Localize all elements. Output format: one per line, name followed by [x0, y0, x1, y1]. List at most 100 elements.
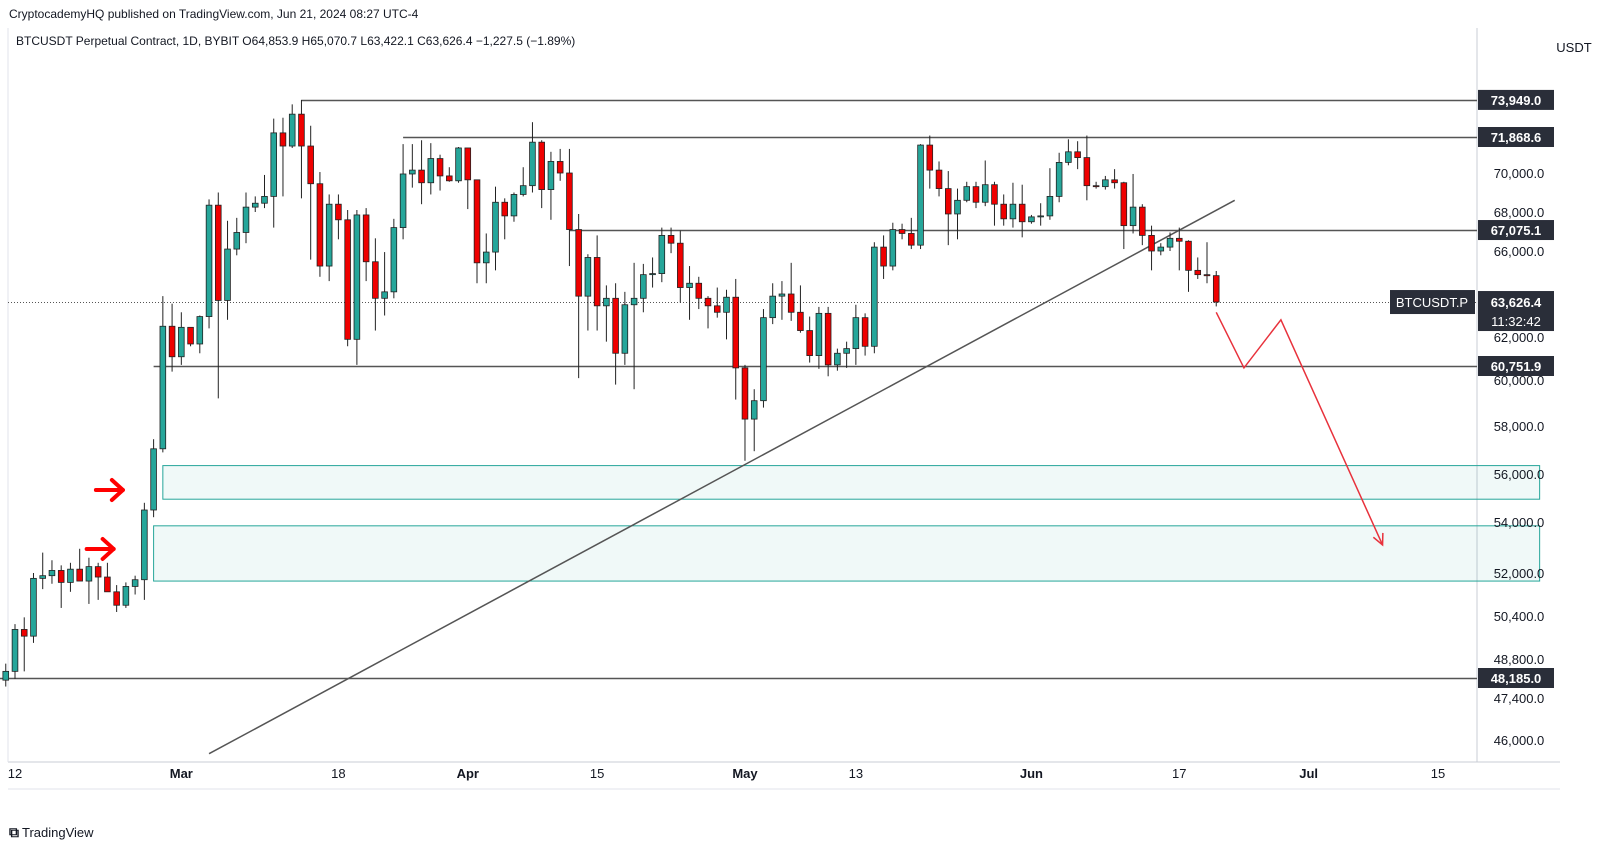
candle-2024-05-07	[797, 285, 804, 333]
y-tick-label: 52,000.0	[1494, 566, 1545, 581]
candle-2024-02-26	[141, 502, 148, 600]
candle-body	[677, 242, 684, 288]
candle-body	[178, 326, 185, 358]
candle-2024-03-11	[270, 118, 277, 228]
x-tick-label: Apr	[457, 766, 479, 781]
candle-2024-04-13	[575, 213, 582, 379]
candle-body	[298, 113, 305, 147]
candle-body	[658, 234, 666, 274]
candle-body	[344, 219, 351, 340]
level-badge-label: 60,751.9	[1491, 359, 1542, 374]
candle-body	[1046, 195, 1054, 217]
chart-frame	[7, 28, 1560, 790]
candle-body	[122, 586, 130, 606]
y-tick-label: 50,400.0	[1494, 609, 1545, 624]
candle-body	[150, 448, 157, 511]
candle-body	[335, 203, 342, 221]
projection-path	[1215, 311, 1384, 546]
candle-body	[538, 141, 545, 190]
y-tick-label: 58,000.0	[1494, 419, 1545, 434]
candle-2024-03-21	[362, 208, 370, 282]
horizontal-levels	[0, 99, 1477, 680]
candle-2024-02-23	[113, 585, 120, 612]
candle-2024-06-08	[1092, 181, 1100, 189]
candle-2024-06-16	[1166, 232, 1174, 251]
candle-body	[141, 509, 148, 581]
candle-body	[704, 297, 712, 307]
candle-2024-04-28	[713, 287, 721, 318]
candle-2024-02-21	[94, 562, 102, 600]
candle-body	[94, 566, 102, 578]
candle-body	[48, 570, 56, 577]
red-arrow-head	[109, 478, 125, 502]
candle-2024-04-14	[584, 254, 592, 331]
candle-body	[732, 296, 740, 369]
level-badge-label: 48,185.0	[1491, 671, 1542, 686]
candle-body	[815, 312, 823, 356]
candle-body	[325, 203, 333, 267]
candle-body	[455, 147, 462, 182]
candle-body	[612, 297, 619, 354]
candle-2024-03-24	[390, 218, 398, 299]
candle-2024-03-20	[353, 210, 361, 365]
candle-2024-05-11	[834, 348, 841, 371]
candle-2024-03-08	[242, 192, 250, 244]
tradingview-footer[interactable]: ⧉ TradingView	[9, 824, 94, 841]
candle-body	[686, 282, 693, 288]
candle-2024-06-03	[1046, 168, 1054, 220]
candle-2024-05-05	[778, 281, 786, 320]
candle-2024-06-12	[1129, 173, 1137, 234]
candle-2024-05-25	[963, 181, 971, 203]
candle-body	[575, 229, 582, 297]
candle-2024-05-28	[991, 181, 998, 226]
candle-body	[630, 297, 638, 306]
candle-body	[908, 233, 915, 246]
candle-body	[926, 144, 934, 171]
candle-2024-02-13	[20, 617, 28, 672]
level-badge-bg	[1478, 89, 1554, 110]
candle-2024-03-05	[215, 192, 222, 399]
y-tick-label: 66,000.0	[1494, 244, 1545, 259]
candle-body	[446, 175, 453, 182]
candle-2024-02-19	[76, 548, 83, 582]
candle-body	[769, 295, 776, 319]
candlestick-series	[2, 99, 1220, 687]
candle-body	[261, 195, 268, 204]
price-axis[interactable]: 70,000.0 68,000.0 66,000.0 62,000.0 60,000.0…	[1390, 89, 1554, 748]
x-tick-label: Mar	[170, 766, 193, 781]
candle-body	[57, 570, 65, 583]
candle-body	[917, 144, 924, 246]
candle-body	[713, 305, 721, 313]
candle-body	[723, 296, 730, 313]
candle-2024-03-31	[455, 146, 462, 183]
candle-body	[852, 317, 860, 350]
candle-2024-05-04	[769, 283, 776, 325]
time-axis[interactable]: 12 Mar 18 Apr 15 May 13 Jun 17 Jul 15	[8, 766, 1445, 781]
candle-2024-04-07	[519, 167, 527, 197]
candle-body	[233, 232, 241, 250]
candle-body	[1157, 246, 1165, 252]
candle-body	[30, 577, 37, 637]
projection-layer	[1215, 311, 1384, 547]
candle-body	[834, 352, 841, 366]
candle-body	[787, 293, 795, 313]
candle-body	[510, 194, 518, 217]
y-tick-label: 68,000.0	[1494, 205, 1545, 220]
candle-body	[621, 304, 629, 354]
candle-2024-02-16	[48, 560, 56, 584]
candle-2024-03-19	[344, 210, 351, 347]
candle-body	[131, 579, 139, 587]
candle-2024-06-19	[1194, 257, 1202, 279]
currency-selector[interactable]: USDT	[1556, 39, 1592, 55]
x-tick-label: Jul	[1299, 766, 1318, 781]
candle-2024-04-01	[464, 147, 472, 210]
y-tick-label: 54,000.0	[1494, 515, 1545, 530]
candle-body	[251, 202, 259, 208]
candle-2024-06-07	[1083, 135, 1091, 201]
symbol-legend: BTCUSDT Perpetual Contract, 1D, BYBIT O6…	[16, 34, 576, 48]
candle-body	[556, 161, 564, 174]
candle-body	[372, 261, 379, 299]
candle-body	[880, 246, 887, 267]
candle-2024-05-01	[741, 364, 749, 461]
